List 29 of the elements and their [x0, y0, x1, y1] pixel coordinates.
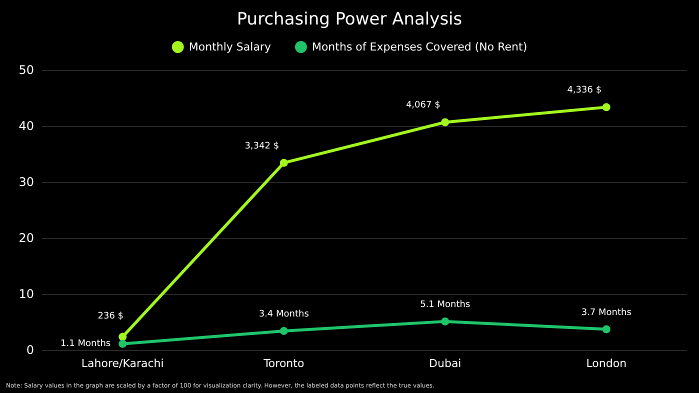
y-tick-label: 0: [26, 343, 34, 357]
data-label: 3,342 $: [244, 141, 280, 152]
point: [280, 158, 288, 167]
point: [118, 340, 127, 348]
y-tick-label: 40: [18, 119, 34, 133]
x-tick-label: Dubai: [429, 357, 462, 370]
point: [118, 332, 127, 341]
data-label: 1.1 Months: [60, 338, 111, 349]
data-label: 4,336 $: [567, 86, 602, 96]
x-tick-label: London: [586, 357, 627, 370]
point: [602, 103, 610, 112]
point: [280, 326, 288, 335]
x-tick-label: Lahore/Karachi: [81, 357, 164, 370]
x-tick-label: Toronto: [262, 357, 304, 370]
data-label: 236 $: [98, 311, 124, 322]
data-label: 4,067 $: [406, 100, 440, 111]
data-label: 5.1 Months: [420, 300, 470, 310]
point: [441, 317, 450, 326]
y-tick-label: 20: [18, 231, 34, 245]
chart-title: Purchasing Power Analysis: [236, 10, 462, 30]
y-tick-label: 50: [18, 63, 34, 77]
y-tick-label: 30: [18, 175, 34, 189]
legend-label: Months of Expenses Covered (No Rent): [312, 40, 528, 54]
point: [441, 118, 450, 126]
point: [602, 325, 610, 334]
data-label: 3.7 Months: [581, 308, 632, 318]
legend-label: Monthly Salary: [188, 40, 272, 54]
y-tick-label: 10: [18, 287, 34, 301]
data-label: 3.4 Months: [258, 309, 310, 320]
